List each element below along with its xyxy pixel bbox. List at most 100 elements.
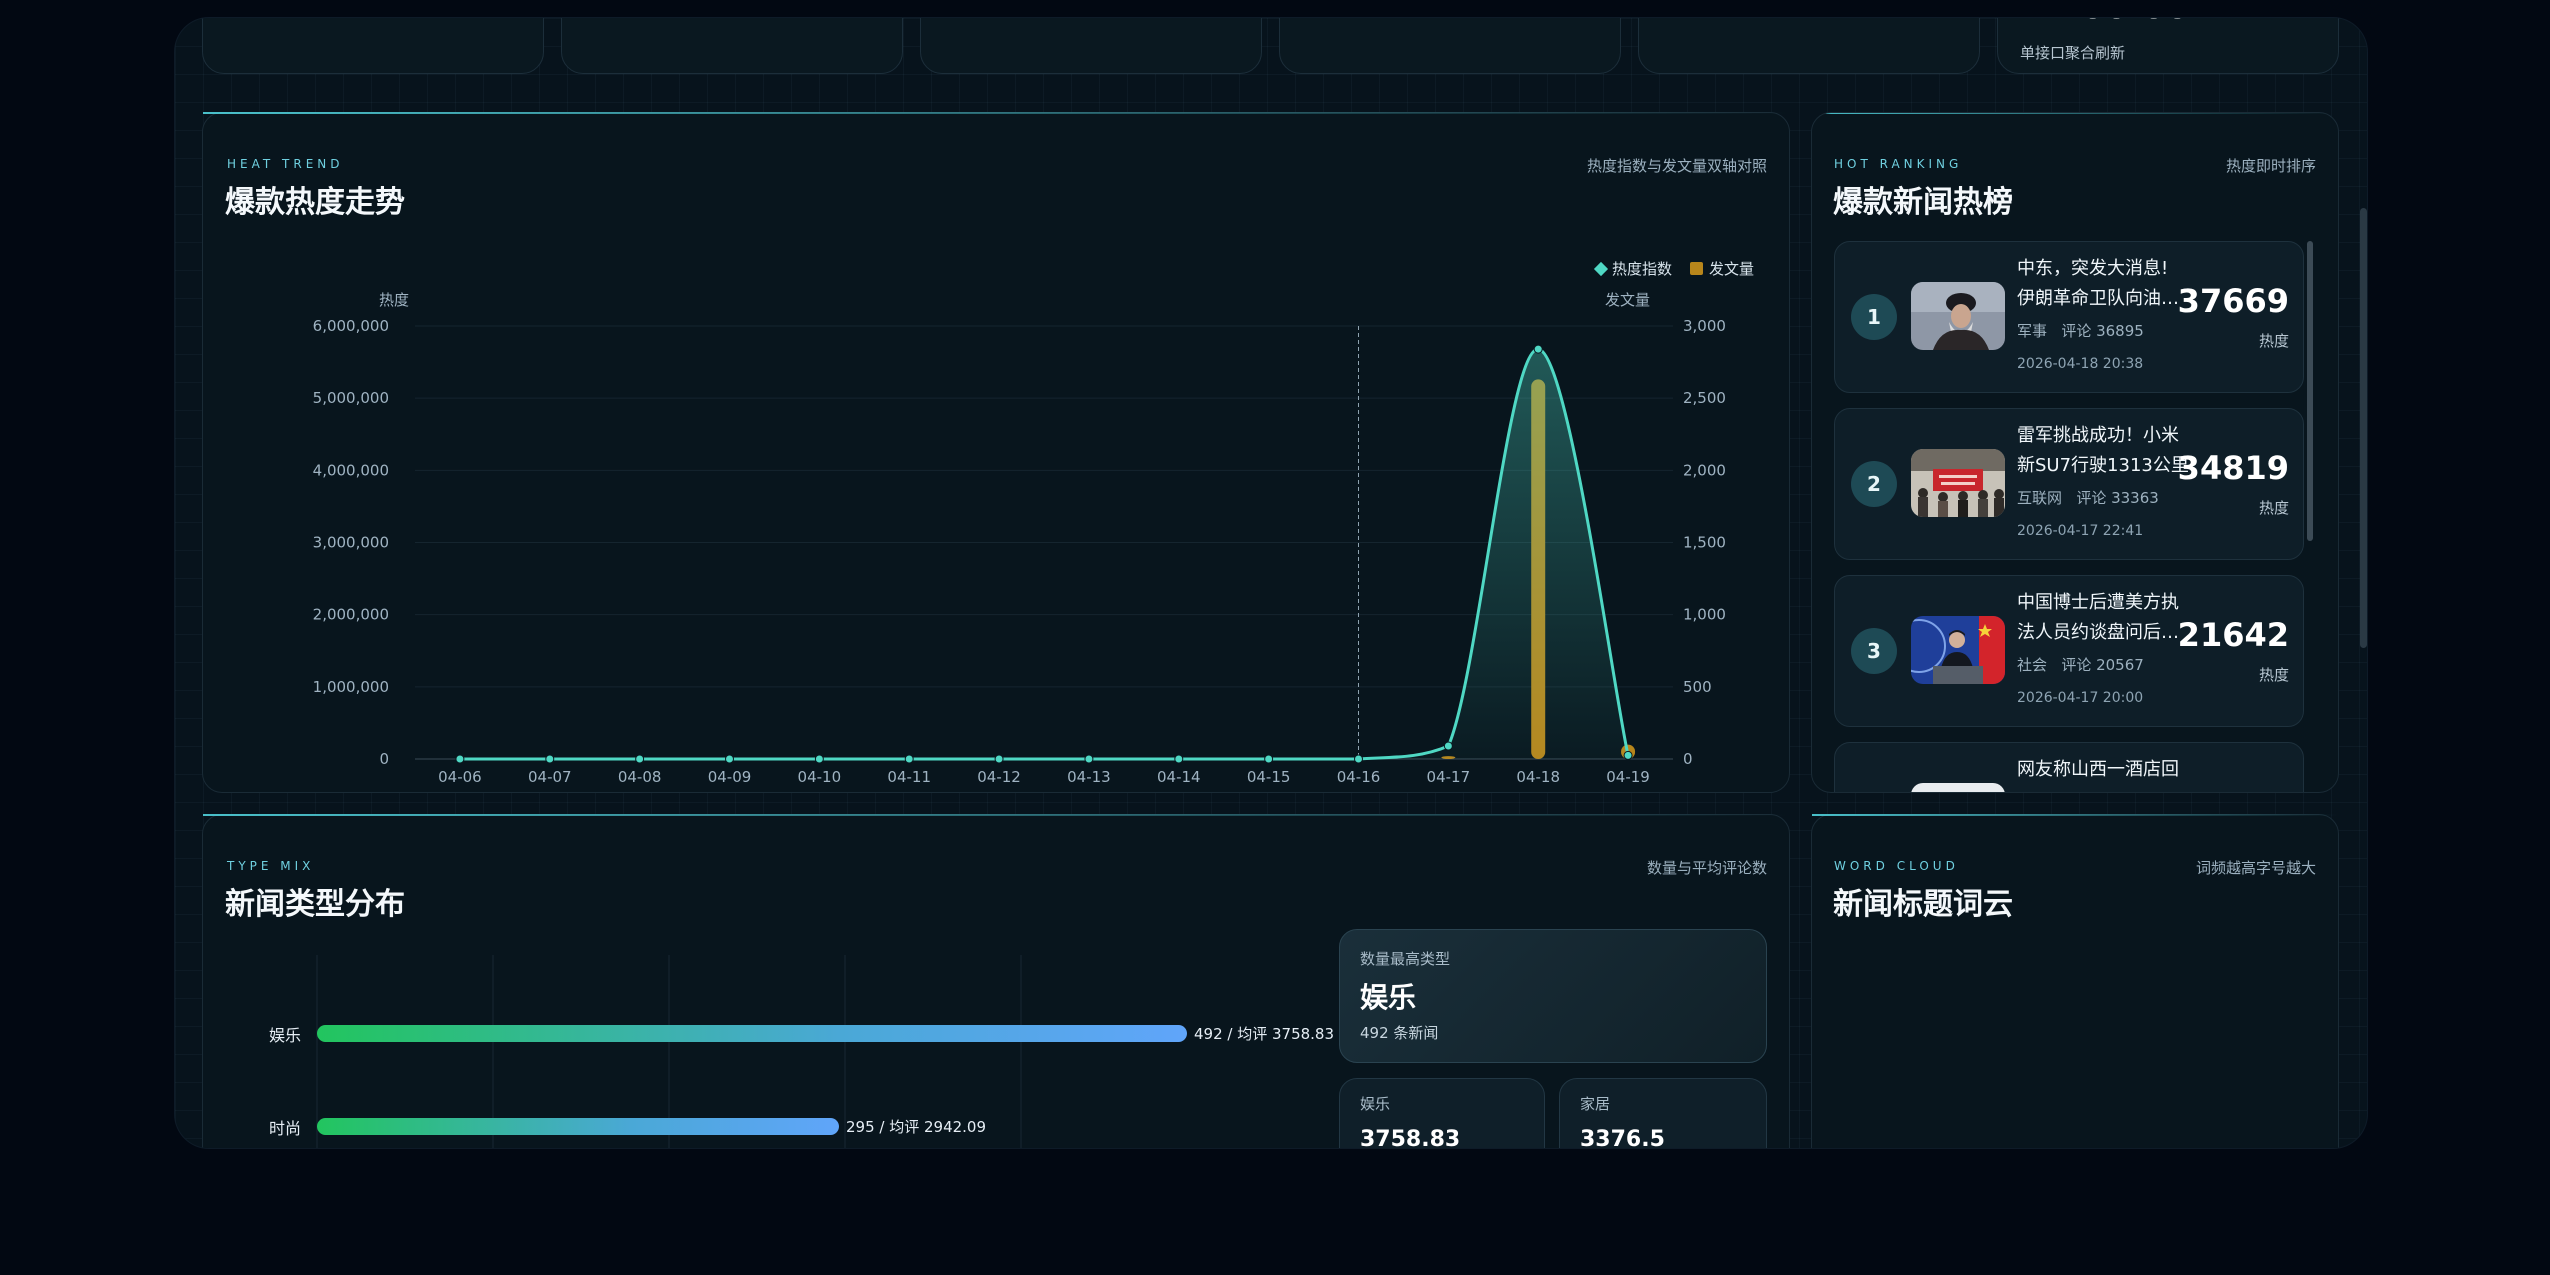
y-right-tick-label: 500 xyxy=(1683,678,1712,696)
square-icon xyxy=(1690,262,1703,275)
news-comments: 评论 36895 xyxy=(2061,322,2144,340)
news-category: 社会 xyxy=(2017,656,2048,674)
type-bar[interactable] xyxy=(317,1118,839,1135)
left-axis-title: 热度 xyxy=(379,291,410,309)
heat-point[interactable] xyxy=(1533,344,1543,354)
y-left-tick-label: 2,000,000 xyxy=(313,606,389,624)
news-date: 2026-04-17 22:41 xyxy=(2017,523,2144,539)
heat-score: 34819 xyxy=(2177,449,2289,487)
x-tick-label: 04-16 xyxy=(1337,768,1381,786)
heat-score: 21642 xyxy=(2177,616,2289,654)
hot-news-item[interactable]: 2 雷军挑战成功！小米 新SU7行驶1313公里… xyxy=(1834,408,2304,560)
heat-point[interactable] xyxy=(1443,741,1453,751)
heat-line[interactable] xyxy=(459,347,1630,761)
y-right-tick-label: 1,000 xyxy=(1683,606,1726,624)
x-tick-label: 04-17 xyxy=(1427,768,1471,786)
top-stat-card xyxy=(1638,18,1980,74)
news-category: 互联网 xyxy=(2017,489,2063,507)
hot-ranking-panel: HOT RANKING 爆款新闻热榜 热度即时排序 1 中东，突发大消息! 伊朗… xyxy=(1811,112,2339,793)
hot-news-item[interactable]: 1 中东，突发大消息! 伊朗革命卫队向油… 军事 评论 36895 xyxy=(1834,241,2304,393)
top-type-name: 娱乐 xyxy=(1360,981,1417,1014)
refresh-note: 单接口聚合刷新 xyxy=(2020,44,2126,62)
page-scrollbar[interactable] xyxy=(2360,208,2367,648)
y-left-tick-label: 5,000,000 xyxy=(313,389,389,407)
heat-point[interactable] xyxy=(725,754,734,764)
hot-ranking-scrollbar[interactable] xyxy=(2307,241,2313,541)
news-title: 网友称山西一酒店回 xyxy=(2017,755,2197,785)
news-title: 雷军挑战成功！小米 新SU7行驶1313公里… xyxy=(2017,421,2197,481)
type-stat-label: 娱乐 xyxy=(1360,1095,1391,1113)
panel-title: 爆款热度走势 xyxy=(225,185,405,220)
type-bar[interactable] xyxy=(317,1025,1187,1042)
heat-trend-panel: HEAT TREND 爆款热度走势 热度指数与发文量双轴对照 热度指数 发文量 … xyxy=(202,112,1790,793)
news-title-line2: 伊朗革命卫队向油… xyxy=(2017,288,2179,309)
top-stat-card xyxy=(1279,18,1621,74)
panel-accent-line xyxy=(203,112,1789,114)
heat-score-label: 热度 xyxy=(2258,666,2289,684)
heat-point[interactable] xyxy=(1623,750,1633,760)
heat-point[interactable] xyxy=(994,754,1004,764)
news-title: 中国博士后遭美方执 法人员约谈盘问后… xyxy=(2017,588,2197,648)
news-date: 2026-04-18 20:38 xyxy=(2017,356,2144,372)
chart-legend-bar[interactable]: 发文量 xyxy=(1690,258,1754,279)
heat-point[interactable] xyxy=(455,754,465,764)
type-stat-label: 家居 xyxy=(1580,1095,1611,1113)
x-tick-label: 04-13 xyxy=(1067,768,1111,786)
heat-point[interactable] xyxy=(1354,754,1363,764)
x-tick-label: 04-18 xyxy=(1516,768,1560,786)
panel-title: 爆款新闻热榜 xyxy=(1833,185,2013,220)
heat-point[interactable] xyxy=(1174,754,1184,764)
chart-legend-line[interactable]: 热度指数 xyxy=(1593,258,1672,279)
rank-badge: 2 xyxy=(1851,461,1897,507)
panel-note: 词频越高字号越大 xyxy=(2195,859,2316,877)
hot-news-item[interactable]: 3 中国博士后遭美方执 法人员约谈盘问后… 社会 xyxy=(1834,575,2304,727)
x-tick-label: 04-12 xyxy=(977,768,1021,786)
type-stat-card: 娱乐 3758.83 xyxy=(1339,1078,1545,1148)
news-title-line1: 雷军挑战成功！小米 xyxy=(2017,425,2179,446)
news-meta: 互联网 评论 33363 xyxy=(2017,487,2159,508)
heat-point[interactable] xyxy=(814,754,824,764)
panel-eyebrow: HOT RANKING xyxy=(1834,157,1963,171)
heat-point[interactable] xyxy=(1264,754,1274,764)
news-meta: 社会 评论 20567 xyxy=(2017,654,2144,675)
news-title-line2: 法人员约谈盘问后… xyxy=(2017,622,2179,643)
heat-point[interactable] xyxy=(635,754,645,764)
x-tick-label: 04-15 xyxy=(1247,768,1291,786)
x-tick-label: 04-11 xyxy=(887,768,931,786)
right-axis-title: 发文量 xyxy=(1605,291,1651,309)
news-thumbnail xyxy=(1911,783,2005,792)
heat-trend-chart[interactable]: 6,000,000 3,000 5,000,000 2,500 4,000,000 2,0… xyxy=(203,113,1791,794)
x-tick-label: 04-14 xyxy=(1157,768,1201,786)
panel-title: 新闻标题词云 xyxy=(1833,887,2013,922)
type-bar-label: 娱乐 xyxy=(268,1026,301,1045)
y-right-tick-label: 2,000 xyxy=(1683,461,1726,479)
panel-note: 热度即时排序 xyxy=(2225,157,2316,175)
news-thumbnail xyxy=(1911,449,2005,517)
top-stat-card xyxy=(202,18,544,74)
panel-note: 数量与平均评论数 xyxy=(1646,859,1767,877)
y-left-tick-label: 1,000,000 xyxy=(313,678,389,696)
legend-bar-label: 发文量 xyxy=(1709,260,1755,278)
x-tick-label: 04-10 xyxy=(798,768,842,786)
heat-point[interactable] xyxy=(904,754,914,764)
heat-point[interactable] xyxy=(1084,754,1094,764)
refresh-time-value: 11:00:00 xyxy=(2020,18,2189,27)
y-left-tick-label: 0 xyxy=(379,750,389,768)
news-thumbnail xyxy=(1911,282,2005,350)
refresh-stat-card: 11:00:00 单接口聚合刷新 xyxy=(1997,18,2339,74)
heat-point[interactable] xyxy=(545,754,555,764)
hot-news-item[interactable]: 网友称山西一酒店回 xyxy=(1834,742,2304,792)
type-bar-value: 295 / 均评 2942.09 xyxy=(846,1118,987,1136)
panel-eyebrow: WORD CLOUD xyxy=(1834,859,1959,873)
heat-score: 37669 xyxy=(2177,282,2289,320)
top-stat-card xyxy=(561,18,903,74)
y-right-tick-label: 3,000 xyxy=(1683,317,1726,335)
type-mix-grid xyxy=(316,955,1022,1148)
news-title-line2: 新SU7行驶1313公里… xyxy=(2017,455,2197,476)
panel-title: 新闻类型分布 xyxy=(225,887,405,922)
x-tick-label: 04-19 xyxy=(1606,768,1650,786)
news-title-line1: 中国博士后遭美方执 xyxy=(2017,592,2179,613)
y-right-tick-label: 0 xyxy=(1683,750,1693,768)
top-type-caption: 数量最高类型 xyxy=(1360,950,1451,968)
panel-eyebrow: TYPE MIX xyxy=(227,859,315,873)
